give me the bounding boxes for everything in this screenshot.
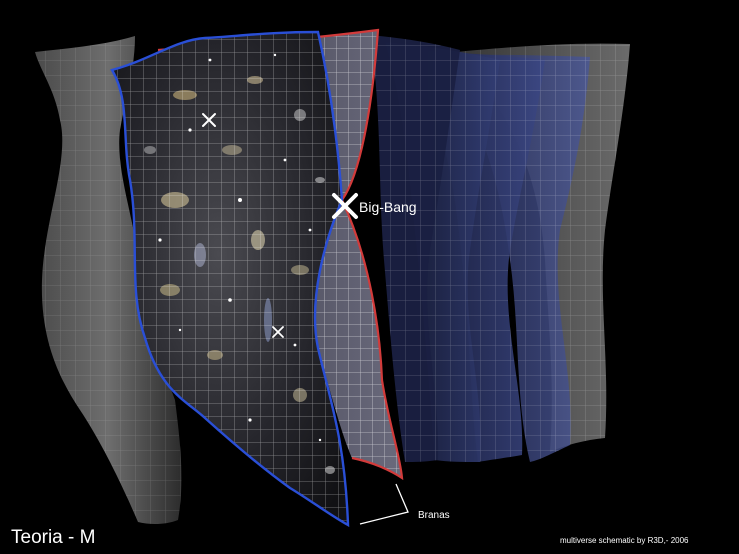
brane-sheet-blue-3 [400,50,545,462]
branas-label: Branas [418,510,450,521]
brane-sheet-blue-4 [430,54,590,462]
big-bang-label: Big-Bang [359,199,417,215]
credit-text: multiverse schematic by R3D,- 2006 [560,536,689,545]
cross-marker-upper [202,113,216,127]
diagram-title: Teoria - M [11,527,95,548]
brane-sheet-back-grey [455,43,630,452]
big-bang-marker [332,193,358,219]
brane-sheet-blue-1 [370,35,460,462]
brane-sheet-left-grey [35,36,182,525]
cross-marker-lower [272,326,284,338]
branas-pointer-line [359,483,409,525]
